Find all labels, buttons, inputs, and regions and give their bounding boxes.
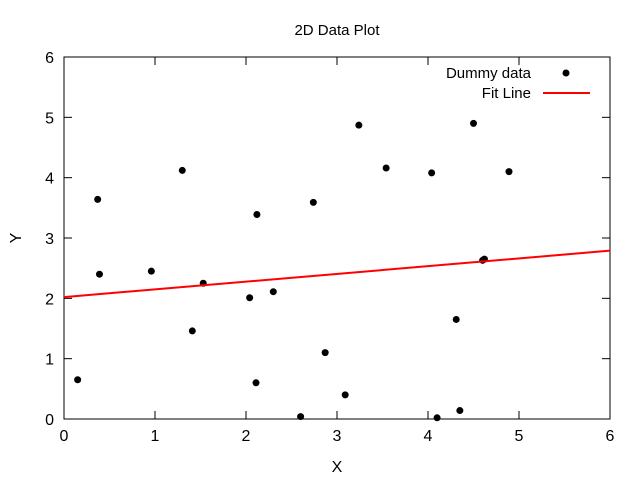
x-tick-label: 4 [424, 428, 433, 445]
data-point [382, 164, 390, 172]
data-point [428, 169, 436, 177]
data-point [355, 121, 363, 129]
data-point [147, 267, 155, 275]
data-point [178, 166, 186, 174]
x-tick-label: 1 [151, 428, 160, 445]
x-tick-label: 5 [515, 428, 524, 445]
data-point [95, 270, 103, 278]
x-tick-label: 3 [333, 428, 342, 445]
data-point [341, 391, 349, 399]
x-tick-label: 2 [242, 428, 251, 445]
y-tick-label: 0 [45, 412, 54, 429]
legend-label: Fit Line [482, 85, 531, 102]
data-point [452, 315, 460, 323]
data-point [253, 210, 261, 218]
y-axis: 0 1 2 3 4 5 6 [45, 50, 610, 429]
data-point [433, 414, 441, 422]
x-tick-label: 0 [60, 428, 69, 445]
y-tick-label: 4 [45, 171, 54, 188]
plot-area [63, 119, 611, 422]
data-point [188, 327, 196, 335]
data-point [246, 294, 254, 302]
data-point [309, 198, 317, 206]
y-tick-label: 5 [45, 110, 54, 127]
y-tick-label: 1 [45, 352, 54, 369]
data-point [456, 407, 464, 415]
legend-marker [562, 69, 570, 77]
chart-title: 2D Data Plot [294, 22, 380, 39]
data-point [321, 349, 329, 357]
legend-label: Dummy data [446, 65, 532, 82]
data-point [94, 195, 102, 203]
y-tick-label: 3 [45, 231, 54, 248]
data-point [470, 119, 477, 127]
data-point [269, 288, 277, 296]
data-point [297, 413, 305, 421]
data-point [74, 376, 82, 384]
y-tick-label: 2 [45, 291, 54, 308]
fit-line [63, 249, 611, 299]
y-axis-label: Y [8, 232, 25, 243]
data-point [252, 379, 260, 387]
x-tick-label: 6 [606, 428, 615, 445]
x-axis-label: X [332, 459, 343, 476]
plot-frame [63, 56, 611, 420]
x-axis: 0 1 2 3 4 5 6 [60, 57, 615, 445]
legend: Dummy data Fit Line [446, 65, 590, 102]
y-tick-label: 6 [45, 50, 54, 67]
data-point [505, 168, 513, 176]
